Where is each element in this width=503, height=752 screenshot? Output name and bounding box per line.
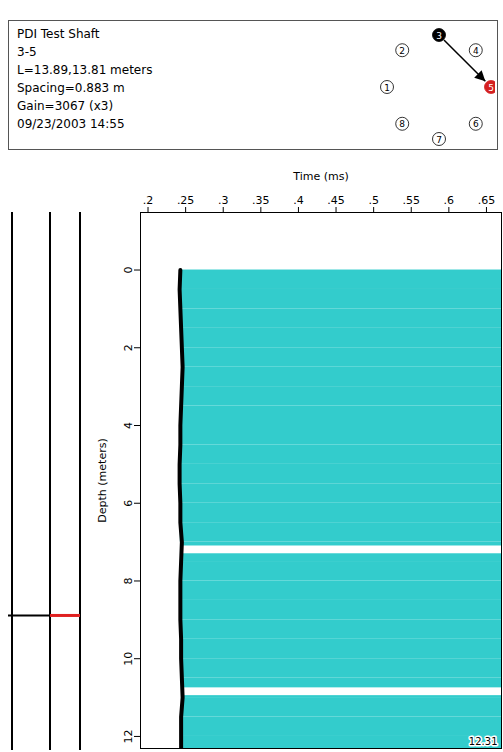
svg-text:1: 1 bbox=[384, 83, 390, 93]
svg-text:7: 7 bbox=[436, 135, 442, 145]
svg-text:.55: .55 bbox=[403, 194, 421, 207]
svg-text:10: 10 bbox=[122, 652, 135, 666]
svg-text:0: 0 bbox=[122, 267, 135, 274]
svg-text:4: 4 bbox=[473, 46, 479, 56]
svg-text:.3: .3 bbox=[218, 194, 229, 207]
svg-text:8: 8 bbox=[399, 119, 405, 129]
svg-text:6: 6 bbox=[473, 119, 479, 129]
svg-text:2: 2 bbox=[399, 46, 405, 56]
svg-text:.6: .6 bbox=[444, 194, 455, 207]
svg-text:2: 2 bbox=[122, 344, 135, 351]
svg-text:Depth (meters): Depth (meters) bbox=[96, 438, 109, 522]
svg-text:8: 8 bbox=[122, 577, 135, 584]
svg-text:3: 3 bbox=[436, 31, 442, 41]
svg-text:.25: .25 bbox=[177, 194, 195, 207]
svg-text:.65: .65 bbox=[478, 194, 496, 207]
svg-text:.35: .35 bbox=[252, 194, 270, 207]
svg-text:Time (ms): Time (ms) bbox=[292, 170, 348, 183]
svg-text:12: 12 bbox=[122, 729, 135, 743]
svg-text:.2: .2 bbox=[143, 194, 154, 207]
svg-text:.45: .45 bbox=[327, 194, 345, 207]
svg-text:.5: .5 bbox=[368, 194, 379, 207]
svg-text:.4: .4 bbox=[293, 194, 304, 207]
svg-text:4: 4 bbox=[122, 422, 135, 429]
svg-text:6: 6 bbox=[122, 500, 135, 507]
html-text:PDI Test Shaft 3-5 L=13.89,13.: PDI Test Shaft 3-5 L=13.89,13.81 meters … bbox=[17, 27, 153, 131]
svg-text:5: 5 bbox=[488, 83, 494, 93]
svg-text:12.31: 12.31 bbox=[469, 736, 498, 747]
